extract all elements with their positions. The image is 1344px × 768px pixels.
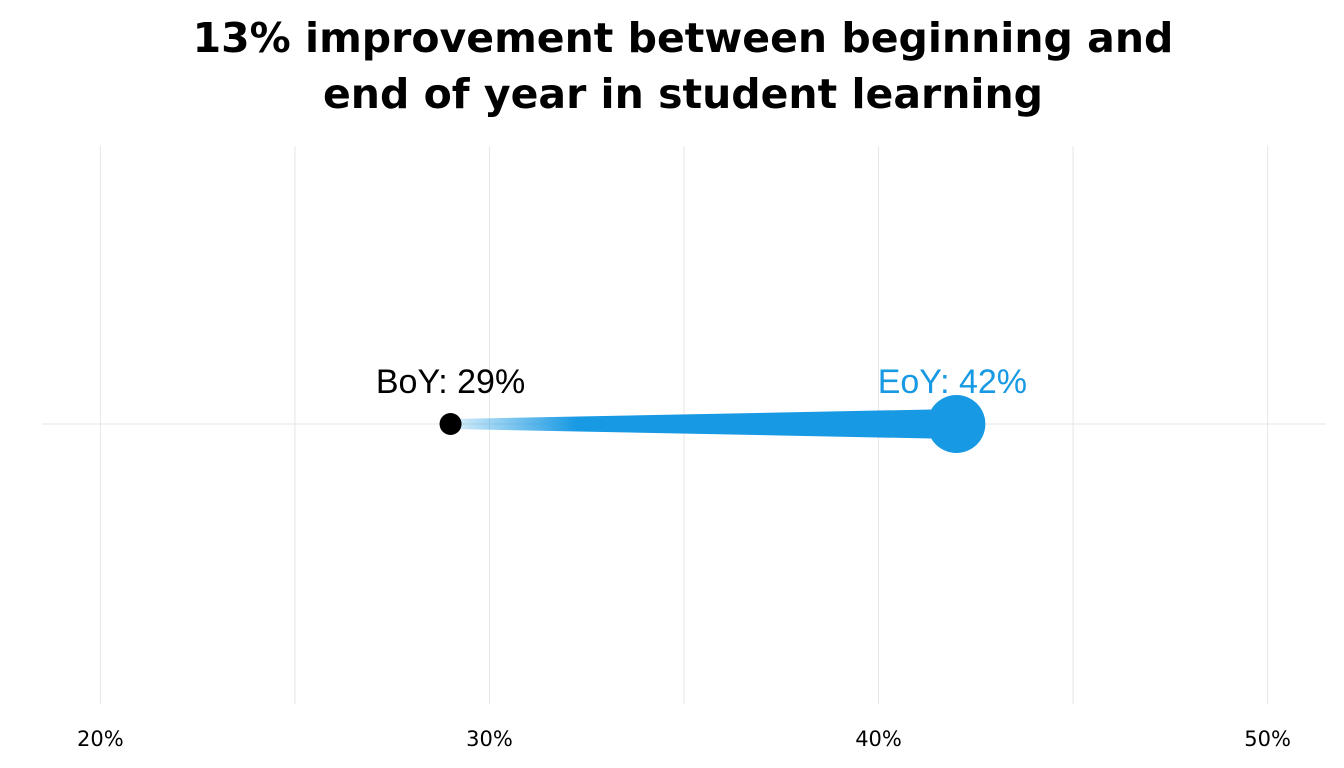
- x-tick-label: 30%: [466, 727, 513, 751]
- chart-title-line-1: 13% improvement between beginning and: [192, 14, 1174, 62]
- connector-arrow: [450, 409, 957, 439]
- data-label-eoy: EoY: 42%: [878, 363, 1027, 401]
- x-tick-label: 50%: [1244, 727, 1291, 751]
- data-labels: BoY: 29% EoY: 42%: [376, 363, 1027, 401]
- data-points: [439, 395, 986, 453]
- connector: [450, 409, 957, 439]
- x-tick-label: 40%: [855, 727, 902, 751]
- x-axis-ticks: 20% 30% 40% 50%: [77, 727, 1291, 751]
- x-tick-label: 20%: [77, 727, 124, 751]
- chart-title-line-2: end of year in student learning: [322, 70, 1044, 118]
- point-boy: [439, 413, 462, 435]
- chart-title: 13% improvement between beginning and en…: [0, 10, 1344, 122]
- point-eoy: [927, 395, 986, 453]
- data-label-boy: BoY: 29%: [376, 363, 525, 401]
